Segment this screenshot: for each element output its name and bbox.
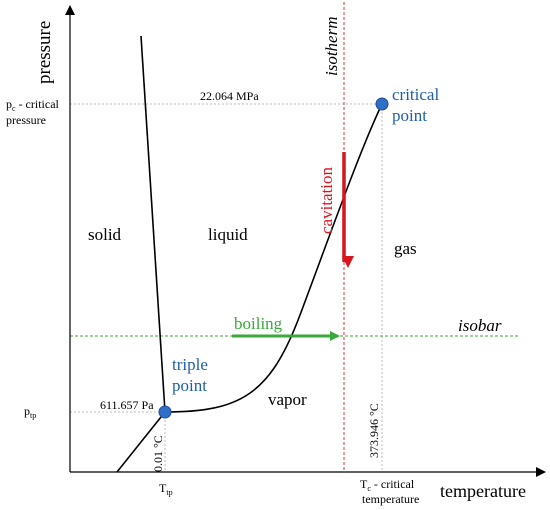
critical-temp-tick: Tc - critical [360,477,415,493]
cavitation-label: cavitation [317,166,336,234]
sublimation-curve [116,411,166,473]
critical-point-label-1: critical [392,85,439,104]
triple-point-marker [158,405,172,419]
region-vapor: vapor [268,390,307,409]
triple-pressure-tick: ptp [24,404,36,420]
triple-point-label-2: point [172,376,207,395]
melting-curve [140,35,166,413]
critical-pressure-tick-line2: pressure [6,113,46,127]
triple-pressure-value: 611.657 Pa [100,398,154,412]
critical-pressure-value: 22.064 MPa [200,89,259,103]
isobar-label: isobar [458,316,502,335]
critical-pressure-tick: pc - critical [6,97,60,113]
vaporization-curve [164,103,383,413]
region-solid: solid [88,225,122,244]
y-axis-label: pressure [34,21,55,84]
critical-point-marker [375,97,389,111]
x-axis-label: temperature [440,481,526,501]
critical-temp-tick-line2: temperature [362,492,419,506]
triple-temp-tick: Ttp [159,481,173,497]
critical-temp-value: 373.946 °C [367,403,381,458]
triple-point-label-1: triple [172,355,208,374]
isotherm-label: isotherm [322,17,341,77]
critical-point-label-2: point [392,106,427,125]
boiling-label: boiling [234,314,283,333]
region-liquid: liquid [208,225,248,244]
triple-temp-value: 0.01 °C [151,435,165,472]
region-gas: gas [394,239,417,258]
